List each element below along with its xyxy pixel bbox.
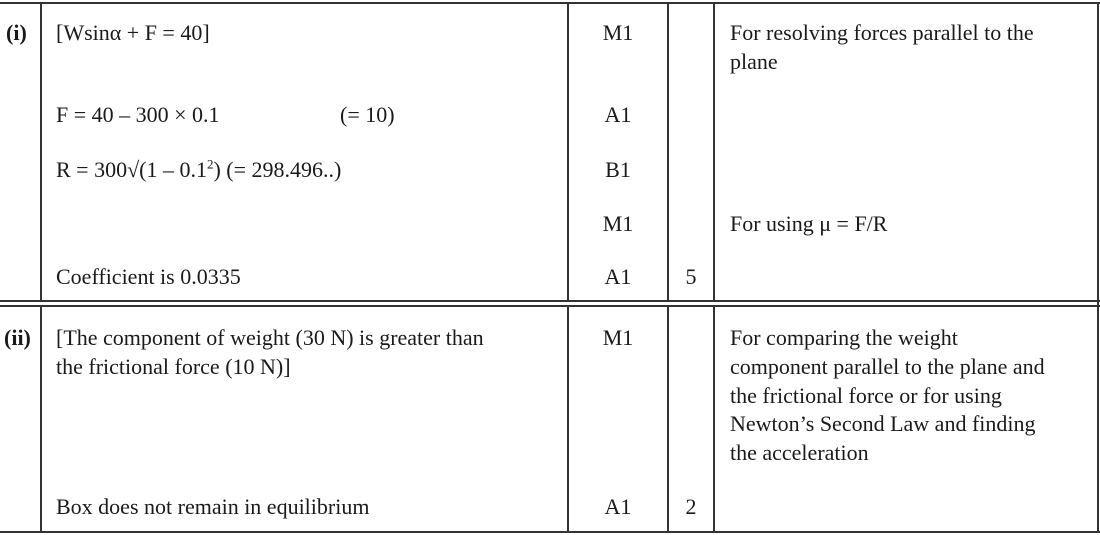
working-pre: R = 300√(1 – 0.1: [56, 157, 207, 182]
table-border-right: [1097, 2, 1099, 532]
mark: A1: [604, 264, 632, 289]
note: the acceleration: [730, 440, 869, 465]
working: Coefficient is 0.0335: [56, 264, 241, 289]
note: For resolving forces parallel to the: [730, 20, 1034, 45]
working: R = 300√(1 – 0.12) (= 298.496..): [56, 155, 341, 184]
working: [Wsinα + F = 40]: [56, 20, 210, 45]
note: plane: [730, 49, 778, 74]
col-divider: [40, 305, 42, 532]
mark: B1: [605, 157, 631, 182]
working-sup: 2: [206, 156, 214, 172]
table-border-top: [0, 2, 1100, 4]
working-post: ) (= 298.496..): [213, 157, 342, 182]
table-border-bottom: [0, 531, 1100, 533]
col-divider: [713, 305, 715, 532]
part-divider-upper: [0, 300, 1100, 302]
note: component parallel to the plane and: [730, 354, 1045, 379]
note: the frictional force or for using: [730, 383, 1002, 408]
note: For comparing the weight: [730, 325, 958, 350]
col-divider: [667, 2, 669, 301]
note: Newton’s Second Law and finding: [730, 411, 1036, 436]
total: 2: [685, 494, 697, 519]
working: F = 40 – 300 × 0.1: [56, 102, 220, 127]
note: For using μ = F/R: [730, 211, 888, 236]
mark: M1: [602, 211, 634, 236]
working: [The component of weight (30 N) is great…: [56, 325, 484, 350]
mark: M1: [602, 325, 634, 350]
working: the frictional force (10 N)]: [56, 354, 291, 379]
mark: M1: [602, 20, 634, 45]
col-divider: [567, 305, 569, 532]
col-divider: [713, 2, 715, 301]
col-divider: [40, 2, 42, 301]
part-label: (i): [6, 20, 27, 45]
col-divider: [667, 305, 669, 532]
working-aside: (= 10): [340, 102, 395, 127]
col-divider: [567, 2, 569, 301]
working: Box does not remain in equilibrium: [56, 494, 370, 519]
mark: A1: [604, 494, 632, 519]
mark: A1: [604, 102, 632, 127]
total: 5: [685, 264, 697, 289]
part-label: (ii): [4, 325, 31, 350]
part-divider-lower: [0, 305, 1100, 307]
